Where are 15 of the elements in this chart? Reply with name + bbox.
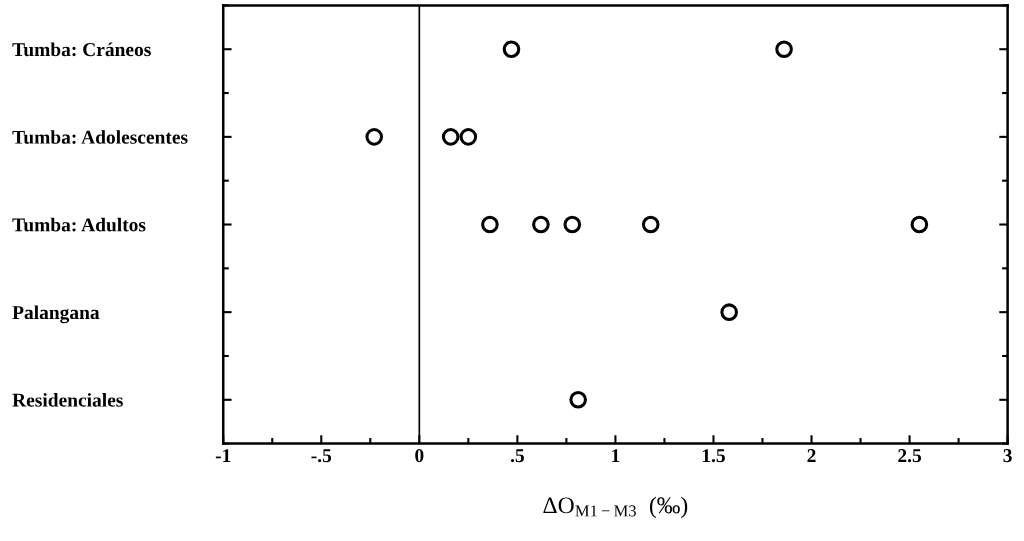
y-tick-label: Tumba: Adolescentes — [12, 130, 188, 144]
x-axis-title: ΔO$_{M1−M3}$ (‰) — [543, 496, 688, 519]
x-tick-label: -1 — [215, 449, 231, 462]
x-tick-label: 2.5 — [898, 449, 922, 463]
y-tick-label: Residenciales — [12, 393, 123, 407]
x-tick-label: 0 — [415, 449, 424, 463]
y-tick-label: Tumba: Cráneos — [12, 42, 151, 57]
x-tick-label: 2 — [807, 449, 816, 462]
y-tick-label: Tumba: Adultos — [12, 217, 146, 232]
x-tick-label: 3 — [1003, 449, 1012, 463]
x-tick-label: 1.5 — [702, 449, 725, 463]
x-tick-label: -.5 — [311, 449, 332, 463]
x-tick-label: .5 — [510, 449, 524, 463]
y-tick-label: Palangana — [12, 305, 100, 324]
x-tick-label: 1 — [612, 449, 620, 462]
